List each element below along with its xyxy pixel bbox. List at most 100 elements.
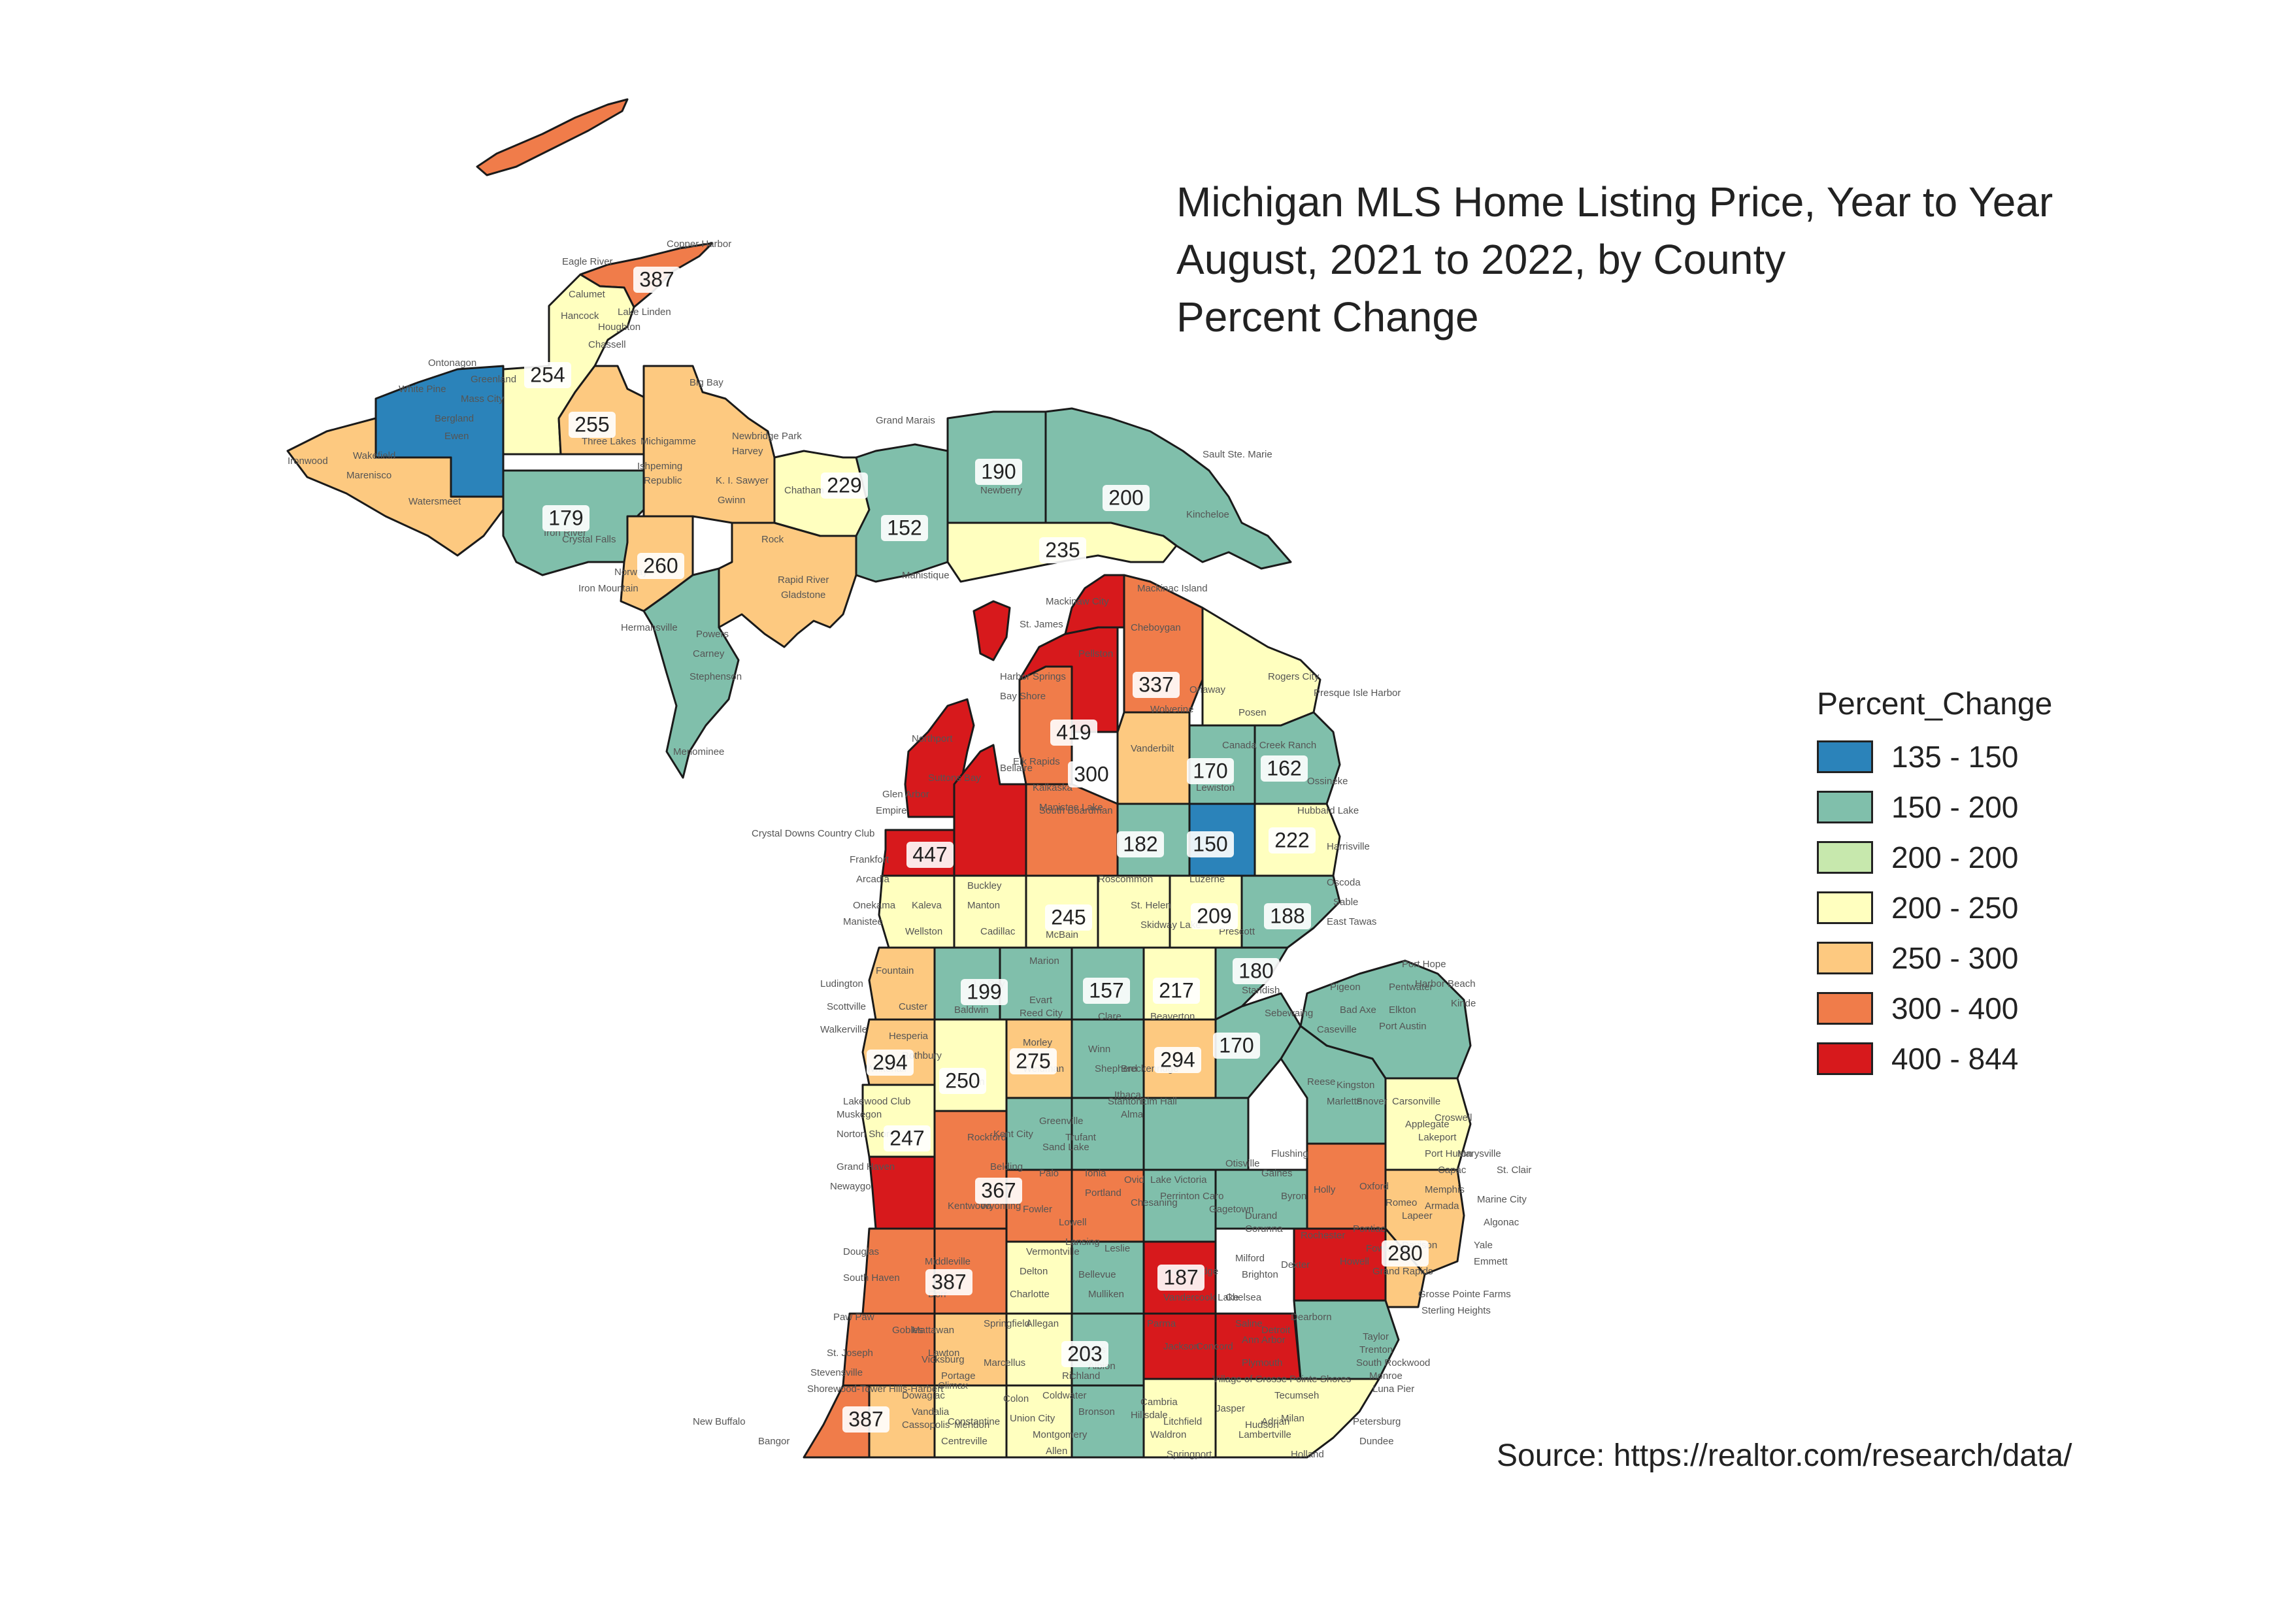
place-label: Lansing	[1065, 1236, 1100, 1248]
county-value-label: 157	[1089, 978, 1123, 1002]
county-value-bg	[1050, 720, 1097, 746]
place-label: Chatham	[784, 485, 824, 496]
place-label: Milford	[1235, 1253, 1265, 1264]
place-label: Allegan	[1026, 1318, 1059, 1329]
place-label: Perrinton	[1160, 1191, 1200, 1202]
county-shape	[1214, 1378, 1380, 1459]
place-label: Pentwater	[1389, 982, 1433, 993]
place-label: Marlette	[1327, 1096, 1362, 1107]
county-value-label: 280	[1387, 1241, 1422, 1265]
place-label: Durand	[1245, 1210, 1277, 1221]
place-label: Paw Paw	[833, 1312, 874, 1323]
place-label: Trenton	[1359, 1344, 1393, 1355]
place-label: Grosse Pointe Farms	[1418, 1289, 1511, 1300]
place-label: South Rockwood	[1356, 1357, 1430, 1368]
place-label: Presque Isle Harbor	[1314, 688, 1401, 699]
legend-label: 200 - 250	[1891, 890, 2019, 925]
place-label: McBain	[1046, 929, 1078, 940]
place-label: Howell	[1340, 1256, 1369, 1267]
place-label: Trufant	[1065, 1132, 1097, 1143]
place-label: Harvey	[732, 446, 763, 457]
place-label: Cadillac	[980, 926, 1016, 937]
county-value-label: 387	[848, 1407, 883, 1431]
county-value-bg	[961, 979, 1008, 1005]
county-value-label: 203	[1067, 1342, 1102, 1365]
place-label: Portland	[1085, 1187, 1121, 1199]
place-label: Onaway	[1189, 684, 1226, 695]
place-label: Snover	[1356, 1096, 1387, 1107]
place-label: Fowler	[1023, 1204, 1052, 1215]
county-value-bg	[1010, 1048, 1057, 1074]
place-label: Scottville	[827, 1001, 866, 1012]
county-shape	[1142, 1097, 1250, 1171]
place-label: Kaleva	[912, 900, 942, 911]
place-label: Flushing	[1271, 1148, 1308, 1159]
county-value-bg	[975, 1178, 1022, 1204]
legend-title: Percent_Change	[1817, 687, 2053, 721]
place-label: Springport	[1167, 1449, 1212, 1460]
county-value-bg	[524, 362, 571, 388]
place-label: Hesperia	[889, 1031, 929, 1042]
place-label: Leslie	[1104, 1243, 1130, 1254]
legend-label: 200 - 200	[1891, 840, 2019, 874]
place-label: Empire	[876, 805, 907, 816]
place-label: Arcadia	[856, 874, 890, 885]
place-label: Union City	[1010, 1413, 1055, 1424]
place-label: Croswell	[1435, 1112, 1472, 1123]
place-label: Evart	[1029, 995, 1053, 1006]
county-value-label: 419	[1056, 720, 1091, 744]
place-label: Centreville	[941, 1436, 988, 1447]
place-label: Newbridge Park	[732, 431, 802, 442]
place-label: Skidway Lake	[1140, 920, 1201, 931]
place-label: Springfield	[984, 1318, 1030, 1329]
place-label: Kinde	[1451, 998, 1476, 1009]
county-value-bg	[569, 412, 616, 438]
county-value-label: 387	[639, 267, 674, 291]
place-label: Hillsdale	[1131, 1410, 1168, 1421]
place-label: Vicksburg	[922, 1354, 965, 1365]
place-label: Roscommon	[1098, 874, 1153, 885]
place-label: Oscoda	[1327, 877, 1361, 888]
place-label: Wakefield	[353, 450, 395, 461]
county-value-label: 152	[887, 516, 922, 539]
county-value-label: 367	[981, 1178, 1016, 1202]
place-label: Coldwater	[1042, 1390, 1087, 1401]
county-value-bg	[1117, 831, 1164, 857]
county-value-label: 150	[1193, 832, 1227, 855]
place-label: Glen Arbor	[882, 789, 929, 800]
place-label: Shorewood-Tower Hills-Harbert	[807, 1384, 944, 1395]
place-label: Sand Lake	[1042, 1142, 1089, 1153]
place-label: Dundee	[1359, 1436, 1394, 1447]
place-label: Richland	[1062, 1370, 1100, 1382]
place-label: Mattawan	[912, 1325, 954, 1336]
place-label: Ludington	[820, 978, 863, 989]
place-label: Custer	[899, 1001, 927, 1012]
place-label: Chesaning	[1131, 1197, 1178, 1208]
place-label: Ontonagon	[428, 357, 476, 369]
county-value-bg	[1103, 485, 1150, 511]
place-label: Manistee	[843, 916, 883, 927]
place-label: Armada	[1425, 1201, 1459, 1212]
place-label: Portage	[941, 1370, 976, 1382]
place-label: Chelsea	[1225, 1292, 1262, 1303]
county-value-bg	[1264, 903, 1311, 929]
place-label: Cheboygan	[1131, 622, 1181, 633]
place-label: Reese	[1307, 1076, 1335, 1087]
place-label: South Boardman	[1039, 805, 1113, 816]
county-value-bg	[842, 1406, 889, 1433]
place-label: Marine City	[1477, 1194, 1527, 1205]
place-label: Lowell	[1059, 1217, 1087, 1228]
place-label: Kent City	[993, 1129, 1033, 1140]
place-label: Winn	[1088, 1044, 1110, 1055]
place-label: Elkton	[1389, 1004, 1416, 1016]
place-label: Bangor	[758, 1436, 789, 1447]
county-value-bg	[1061, 1341, 1108, 1367]
legend-swatch	[1817, 941, 1873, 974]
place-label: Delton	[1020, 1266, 1048, 1277]
county-shape	[1071, 1018, 1145, 1099]
place-label: Copper Harbor	[667, 239, 731, 250]
place-label: Dexter	[1281, 1259, 1310, 1270]
place-label: Gagetown	[1209, 1204, 1254, 1215]
county-value-bg	[1382, 1240, 1429, 1267]
